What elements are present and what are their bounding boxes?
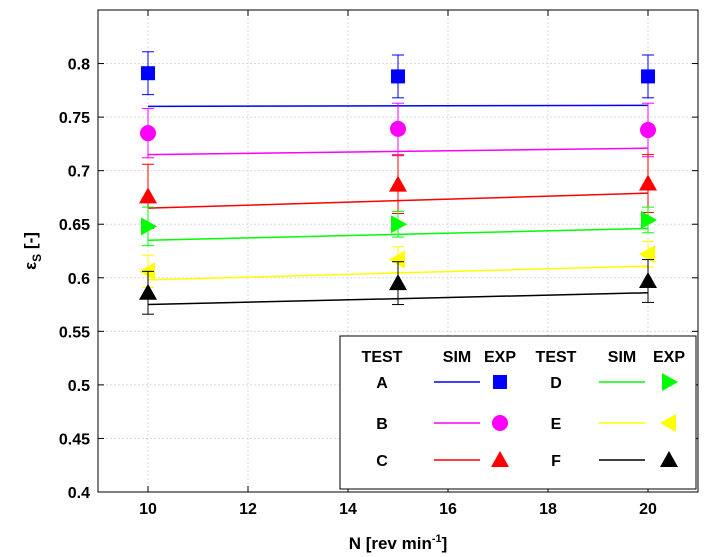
exp-point-f — [139, 283, 157, 300]
exp-point-f — [389, 274, 407, 291]
exp-point-a — [641, 69, 655, 84]
exp-point-b — [140, 125, 156, 142]
y-tick-label: 0.7 — [68, 164, 90, 181]
legend-exp-b — [492, 415, 508, 431]
y-tick-label: 0.4 — [68, 485, 90, 502]
legend-exp-d — [662, 373, 678, 391]
x-tick-label: 12 — [239, 501, 257, 518]
legend-exp-e — [660, 414, 676, 432]
exp-point-c — [389, 175, 407, 192]
exp-point-b — [390, 120, 406, 137]
legend-box — [339, 335, 697, 490]
x-axis-label: N [rev min-1] — [349, 533, 448, 553]
ticks: 10 12 14 16 18 20 0.4 0.45 0.5 0.55 0.6 0.65 0.7 0.75… — [59, 10, 698, 518]
x-tick-label: 10 — [139, 501, 157, 518]
legend-test-b: B — [376, 416, 388, 433]
exp-point-c — [139, 187, 157, 204]
y-axis-label: εS [-] — [21, 232, 44, 270]
x-tick-label: 16 — [439, 501, 457, 518]
y-tick-label: 0.6 — [68, 271, 90, 288]
legend-exp-f — [660, 451, 678, 467]
exp-point-e — [639, 245, 655, 264]
plot-frame — [97, 9, 699, 493]
legend-header: SIM — [608, 349, 636, 366]
y-tick-label: 0.55 — [59, 324, 90, 341]
exp-point-f — [639, 271, 657, 288]
legend-test-d: D — [550, 375, 562, 392]
exp-point-a — [141, 66, 155, 81]
y-tick-label: 0.45 — [59, 431, 90, 448]
x-tick-label: 14 — [339, 501, 357, 518]
y-tick-label: 0.65 — [59, 217, 90, 234]
legend-header: EXP — [653, 349, 685, 366]
y-tick-label: 0.5 — [68, 378, 90, 395]
y-tick-label: 0.8 — [68, 57, 90, 74]
exp-point-d — [641, 210, 657, 229]
legend-exp-c — [491, 451, 509, 467]
exp-point-c — [639, 174, 657, 191]
exp-points — [139, 51, 657, 315]
legend: TEST SIM EXP TEST SIM EXP A B C D E F — [339, 335, 697, 490]
exp-point-b — [640, 121, 656, 138]
exp-point-e — [389, 250, 405, 269]
legend-test-e: E — [551, 416, 562, 433]
legend-test-a: A — [376, 375, 388, 392]
legend-header: TEST — [362, 349, 403, 366]
legend-test-c: C — [376, 453, 388, 470]
legend-header: SIM — [443, 349, 471, 366]
exp-point-d — [391, 215, 407, 234]
y-tick-label: 0.75 — [59, 110, 90, 127]
legend-header: EXP — [484, 349, 516, 366]
exp-point-a — [391, 69, 405, 84]
exp-point-d — [141, 217, 157, 236]
x-tick-label: 20 — [639, 501, 657, 518]
legend-header: TEST — [536, 349, 577, 366]
legend-exp-a — [493, 375, 507, 389]
legend-test-f: F — [551, 453, 561, 470]
x-tick-label: 18 — [539, 501, 557, 518]
